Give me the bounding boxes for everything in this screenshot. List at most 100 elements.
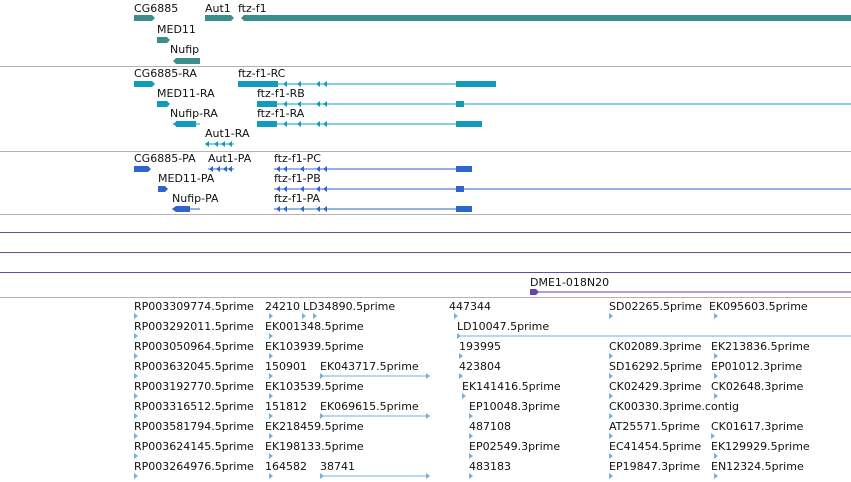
protein-med11-pa [158,186,168,192]
protein-features[interactable] [0,151,851,215]
transcript-label: ftz-f1-RA [257,107,305,120]
est-label: EP02549.3prime [469,440,561,453]
est-label: LD34890.5prime [303,300,396,313]
transcript-nufip-ra [173,121,200,127]
est-label: 423804 [459,360,501,373]
gene-nufip [173,58,200,64]
track-divider [0,297,851,298]
est-label: EK141416.5prime [462,380,561,393]
est-mark [302,313,306,319]
est-label: EC41454.5prime [609,440,702,453]
transcript-label: Aut1-RA [205,127,250,140]
est-label: RP003309774.5prime [134,300,254,313]
est-label: 24210 [265,300,300,313]
est-label: CK01617.3prime [711,420,804,433]
est-label: EK103939.5prime [265,340,364,353]
protein-ftz-f1-pa [274,206,472,212]
est-label: 193995 [459,340,501,353]
est-mark [269,433,273,439]
est-mark [269,473,273,479]
est-mark [454,313,458,319]
transcript-features[interactable] [0,66,851,151]
est-mark [134,453,138,459]
est-label: CK00330.3prime.contig [609,400,740,413]
est-label: EP10048.3prime [469,400,561,413]
est-mark [469,453,473,459]
est-mark [134,413,138,419]
track-divider [0,214,851,215]
protein-label: ftz-f1-PB [274,172,321,185]
est-label: EK043717.5prime [320,360,419,373]
transcript-aut1-ra [205,141,234,147]
protein-nufip-pa [172,206,200,212]
est-label: EK103539.5prime [265,380,364,393]
est-mark [609,433,613,439]
est-label: RP003316512.5prime [134,400,254,413]
est-label: EK198133.5prime [265,440,364,453]
est-label: EP19847.3prime [609,460,701,473]
est-label: SD16292.5prime [609,360,702,373]
transcript-label: MED11-RA [157,87,215,100]
est-label: RP003624145.5prime [134,440,254,453]
est-mark [134,313,138,319]
est-mark [469,433,473,439]
est-label: AT25571.5prime [609,420,700,433]
gene-label: CG6885 [134,2,179,15]
est-label: 483183 [469,460,511,473]
est-mark [469,473,473,479]
protein-cg6885-pa [134,166,151,172]
est-label: 164582 [265,460,307,473]
track-divider [0,151,851,152]
est-label: LD10047.5prime [457,320,550,333]
est-label: EK001348.5prime [265,320,364,333]
est-mark [134,433,138,439]
protein-label: Nufip-PA [172,192,219,205]
est-mark [269,353,273,359]
gene-aut1 [205,15,234,21]
est-mark [459,373,463,379]
est-label: 151812 [265,400,307,413]
est-38741 [320,473,430,479]
est-label: EP01012.3prime [711,360,803,373]
est-label: RP003632045.5prime [134,360,254,373]
est-label: 38741 [320,460,355,473]
est-label: EK129929.5prime [711,440,810,453]
protein-ftz-f1-pc [274,166,472,172]
est-label: 150901 [265,360,307,373]
track-divider [0,252,851,253]
transcript-label: CG6885-RA [134,67,197,80]
protein-label: CG6885-PA [134,152,196,165]
est-mark [459,353,463,359]
clone-dme1-018n20 [530,289,851,295]
transcript-ftz-f1-rb [257,101,851,107]
est-label: RP003292011.5prime [134,320,254,333]
est-mark [269,413,273,419]
est-mark [313,313,317,319]
clone-features[interactable] [0,285,851,297]
track-divider [0,272,851,273]
transcript-label: ftz-f1-RB [257,87,305,100]
est-mark [714,453,718,459]
gene-features[interactable] [0,0,851,66]
transcript-ftz-f1-rc [238,81,496,87]
est-mark [469,413,473,419]
gene-cg6885 [134,15,155,21]
est-mark [269,393,273,399]
est-mark [609,353,613,359]
est-mark [609,413,613,419]
est-ek069615 [320,413,430,419]
est-label: CK02648.3prime [711,380,804,393]
est-mark [609,373,613,379]
gene-label: MED11 [157,23,196,36]
est-label: RP003050964.5prime [134,340,254,353]
est-mark [609,393,613,399]
est-mark [609,313,613,319]
est-label: 447344 [449,300,491,313]
est-mark [134,373,138,379]
est-label: RP003192770.5prime [134,380,254,393]
protein-aut1-pa [208,166,234,172]
est-ld10047 [457,333,851,339]
gene-ftz-f1 [241,15,851,21]
est-features[interactable] [0,298,851,482]
